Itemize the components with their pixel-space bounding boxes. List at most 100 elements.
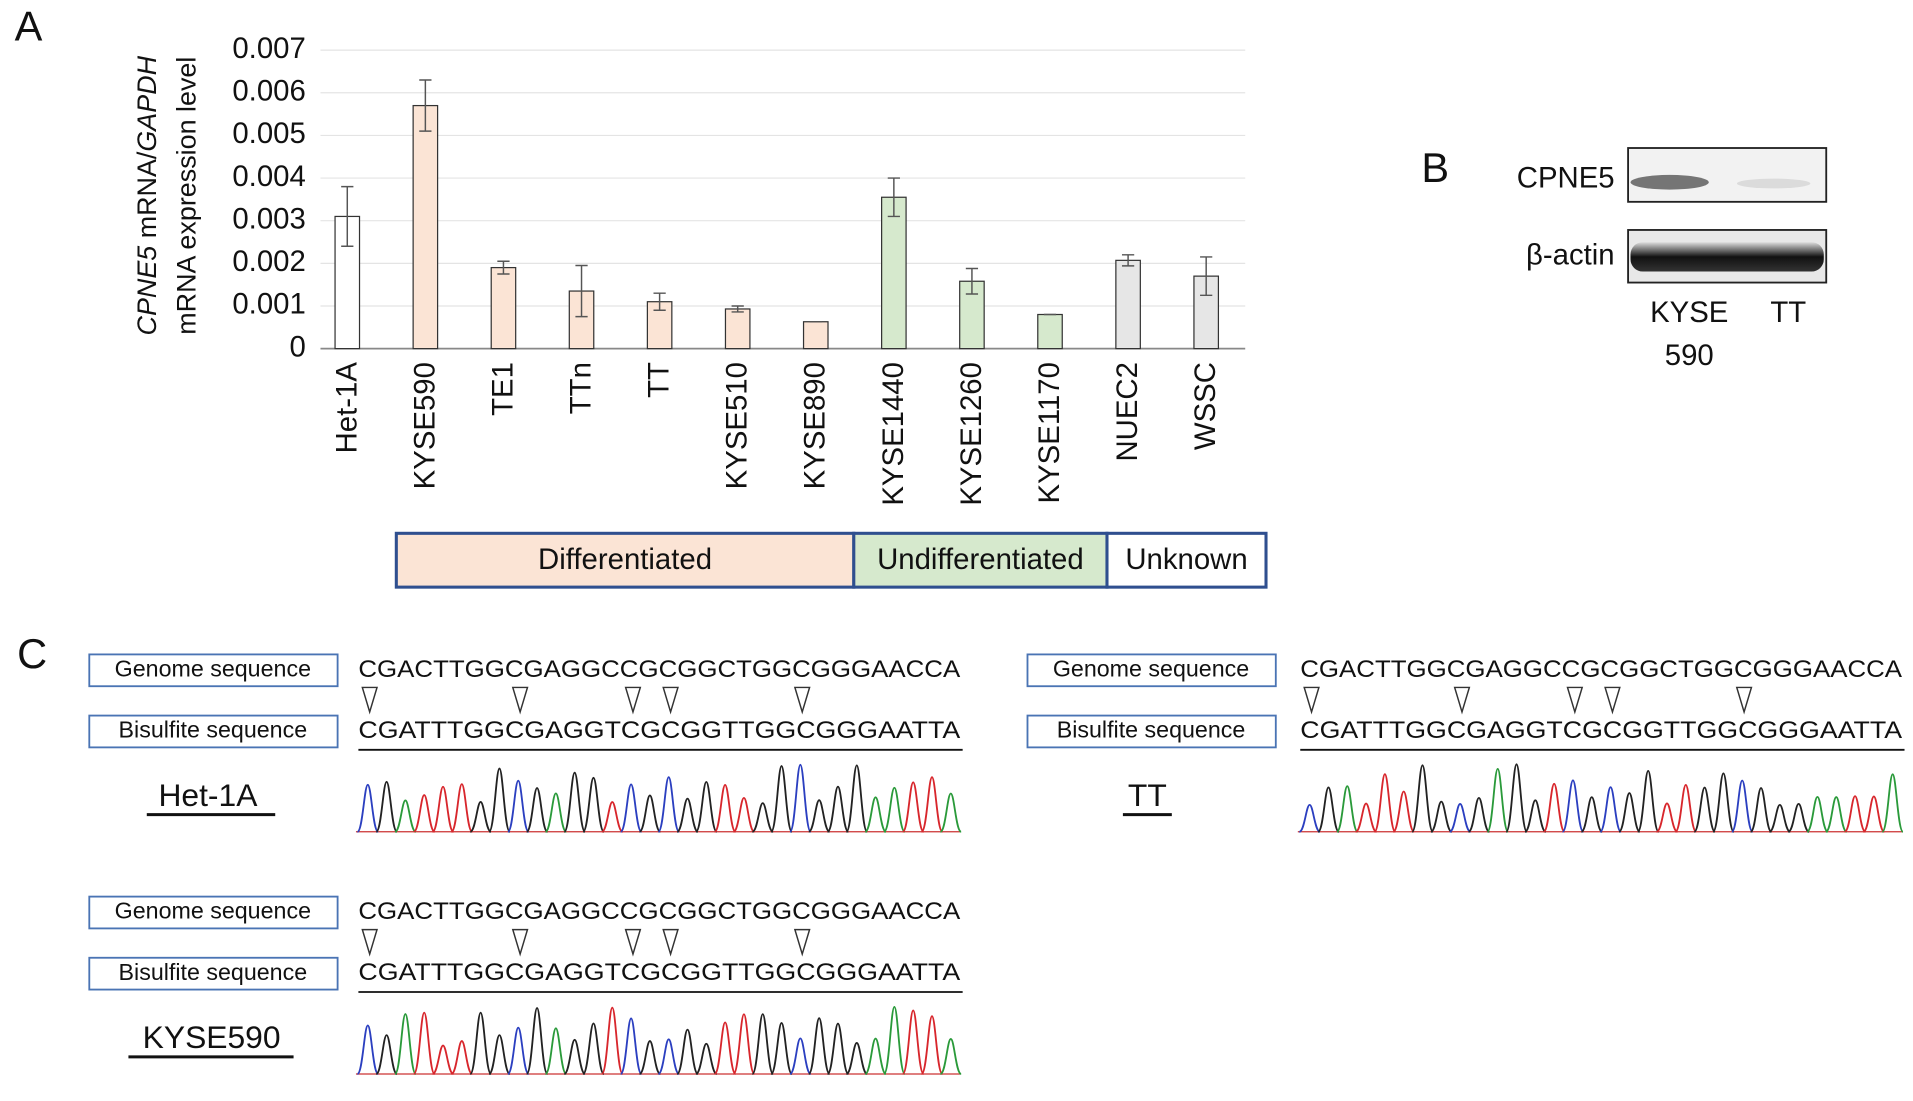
chromatogram-peak [1392, 790, 1415, 833]
blot-lane-label: 590 [1665, 339, 1714, 372]
chromatogram-peak [544, 792, 568, 833]
error-bar [731, 305, 744, 313]
label-box [88, 653, 339, 688]
cpg-arrow [793, 686, 811, 715]
chromatogram-peak [601, 801, 624, 833]
chromatogram-peak [563, 1038, 586, 1075]
bar [412, 104, 439, 350]
error-bar [419, 79, 432, 132]
bar [802, 321, 829, 350]
chromatogram-peak [1618, 792, 1641, 833]
label-box-text: Genome sequence [1053, 655, 1249, 681]
blot-row-label: β-actin [1526, 239, 1615, 272]
group-label: Differentiated [538, 543, 712, 576]
error-bar [965, 267, 979, 295]
chromatogram-peak [469, 1011, 492, 1075]
error-bar [887, 177, 900, 218]
chromatogram-peak [1712, 772, 1735, 833]
chromatogram-peak [1430, 800, 1453, 833]
bisulfite-sequence: CGATTTGGCGAGGTCGCGGTTGGCGGGAATTA [358, 717, 961, 744]
cpg-arrow [1453, 686, 1471, 715]
blot-band [1630, 242, 1824, 272]
y-tick-label: 0.007 [232, 32, 305, 65]
chromatogram-peak [356, 1024, 380, 1075]
group-box [852, 531, 1109, 589]
chromatogram-peak [488, 1034, 511, 1075]
chromatogram-peak [920, 1015, 944, 1075]
chromatogram-peak [789, 1037, 812, 1075]
chromatogram-peak [920, 776, 944, 833]
chromatogram-peak [1881, 773, 1904, 833]
chromatogram-peak [1843, 795, 1867, 833]
chromatogram-peak [883, 1005, 906, 1075]
cpg-arrow [624, 928, 642, 957]
chromatogram-peak [1298, 803, 1321, 833]
chromatogram-peak [507, 779, 530, 833]
cpg-arrow [511, 686, 529, 715]
panel-label: C [17, 630, 47, 677]
chromatogram-peak [657, 776, 680, 833]
x-tick-label: WSSC [1189, 362, 1222, 450]
chromatogram-peak [789, 763, 812, 833]
chromatogram-peak [619, 1017, 643, 1075]
label-box [88, 956, 339, 991]
y-axis-label: mRNA expression level [171, 57, 201, 335]
error-bar [1200, 256, 1213, 297]
chromatogram-peak [864, 1037, 887, 1075]
chromatogram-peak [394, 799, 417, 833]
y-tick-label: 0.004 [232, 160, 305, 193]
chromatogram-peak [1730, 779, 1754, 833]
x-tick-label: KYSE510 [721, 362, 754, 489]
chromatogram-peak [695, 780, 718, 833]
panel-label: A [15, 2, 43, 49]
chromatogram-peak [1449, 802, 1471, 833]
cpg-arrow [1735, 686, 1753, 715]
chromatogram-peak [1486, 767, 1509, 833]
y-label-part: mRNA/ [132, 151, 162, 246]
chromatogram-peak [1787, 802, 1810, 833]
bar [1037, 313, 1063, 350]
label-box-text: Bisulfite sequence [119, 717, 308, 743]
genome-sequence: CGACTTGGCGAGGCCGCGGCTGGCGGGAACCA [358, 656, 961, 683]
x-tick-label: TTn [565, 362, 598, 414]
blot-band [1630, 174, 1709, 190]
x-tick-label: KYSE590 [408, 362, 441, 489]
label-box [88, 895, 339, 930]
chromatogram-peak [619, 783, 643, 833]
chromatogram-peak [732, 1013, 756, 1075]
blot-panel [1627, 147, 1828, 203]
y-label-part: CPNE5 [132, 245, 162, 336]
x-tick-label: TE1 [486, 362, 519, 416]
chromatogram-peak [1336, 785, 1359, 833]
chromatogram-peak [412, 794, 436, 833]
chromatogram-peak [582, 1022, 605, 1075]
chromatogram-peak [1656, 802, 1678, 833]
bar [490, 266, 517, 350]
chromatogram-peak [1862, 795, 1886, 833]
chromatogram-peak [770, 1021, 793, 1075]
chromatogram-peak [1561, 779, 1585, 833]
group-box [394, 531, 856, 589]
label-box-text: Bisulfite sequence [1057, 717, 1246, 743]
y-tick-label: 0.005 [232, 117, 305, 150]
chromatogram-peak [676, 797, 699, 833]
blot-band [1736, 178, 1811, 189]
x-tick-label: KYSE890 [799, 362, 832, 489]
cpg-arrow [361, 686, 379, 715]
y-tick-label: 0.001 [232, 288, 305, 321]
chromatogram-peak [563, 771, 586, 833]
x-tick-label: KYSE1440 [877, 362, 910, 506]
group-label: Undifferentiated [877, 543, 1084, 576]
y-tick-label: 0.006 [232, 75, 305, 108]
chromatogram-peak [1674, 784, 1698, 833]
chromatogram-peak [657, 1038, 680, 1075]
chromatogram-peak [469, 801, 492, 833]
blot-lane-label: TT [1770, 296, 1806, 329]
error-bar [341, 185, 354, 248]
chromatogram-peak [826, 785, 850, 833]
bisulfite-sequence: CGATTTGGCGAGGTCGCGGTTGGCGGGAATTA [1300, 717, 1903, 744]
y-tick-label: 0.002 [232, 245, 305, 278]
cpg-arrow [662, 928, 679, 957]
bar [881, 196, 907, 350]
